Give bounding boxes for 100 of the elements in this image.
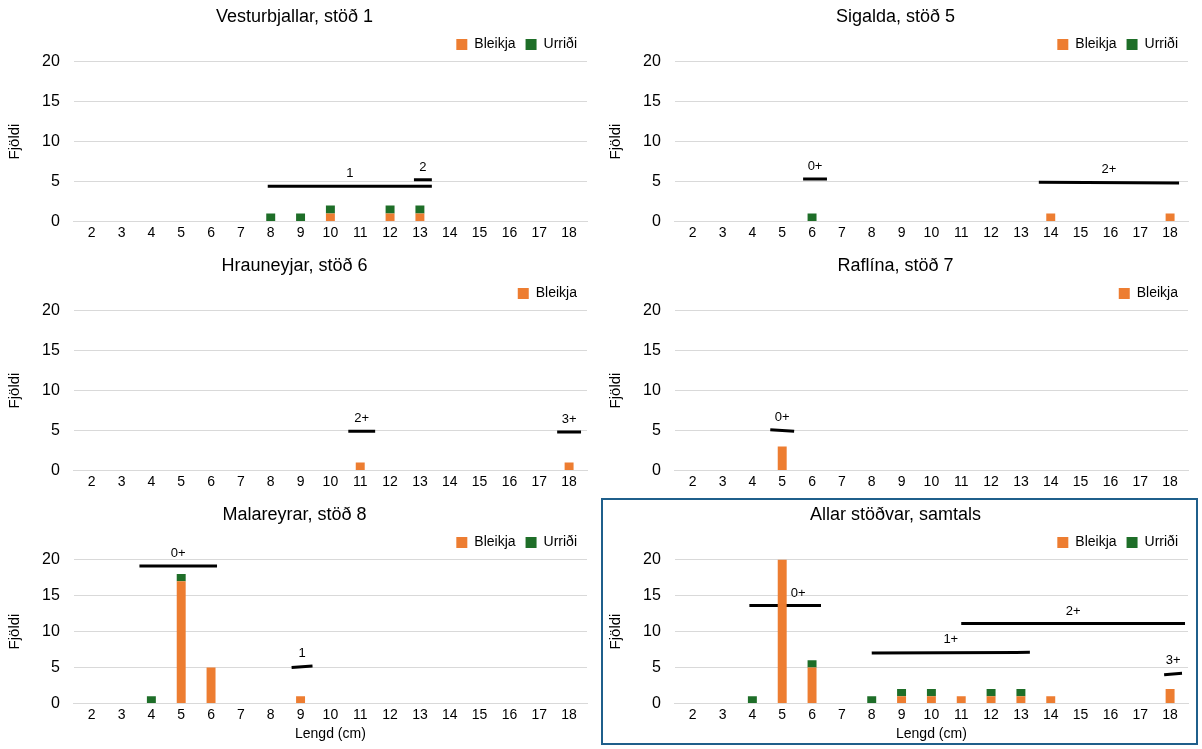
x-tick-label: 10 (923, 472, 940, 489)
x-tick-label: 12 (983, 472, 1000, 489)
y-axis-title: Fjöldi (5, 123, 23, 160)
chart-title: Hrauneyjar, stöð 6 (221, 254, 368, 275)
y-axis-title: Fjöldi (606, 123, 624, 160)
series-label: 1+ (943, 631, 959, 647)
x-tick-label: 17 (531, 223, 548, 240)
x-tick-label: 12 (983, 223, 1000, 240)
legend-label: Bleikja (474, 35, 516, 52)
x-tick-label: 9 (296, 472, 305, 489)
y-tick-label: 5 (651, 657, 661, 675)
chart-title: Allar stöðvar, samtals (809, 503, 982, 524)
x-tick-label: 6 (808, 223, 817, 240)
series-label: 3+ (1165, 652, 1181, 668)
x-tick-label: 14 (441, 223, 458, 240)
bar (956, 696, 966, 703)
y-tick-label: 0 (651, 211, 661, 229)
x-tick-label: 11 (352, 705, 368, 722)
legend-label: Urriði (543, 533, 578, 550)
chart-title: Sigalda, stöð 5 (835, 5, 956, 26)
bar (1016, 689, 1026, 697)
bar (986, 696, 996, 703)
x-tick-label: 13 (1013, 472, 1029, 489)
y-tick-label: 15 (42, 340, 60, 358)
series-label: 0+ (170, 545, 186, 561)
x-tick-label: 16 (1102, 472, 1119, 489)
x-tick-label: 6 (808, 705, 817, 722)
x-tick-label: 4 (748, 223, 757, 240)
x-tick-label: 16 (501, 223, 518, 240)
x-tick-label: 8 (867, 223, 876, 240)
legend-label: Bleikja (1075, 533, 1117, 550)
series-label: 2+ (1065, 602, 1081, 618)
x-tick-label: 18 (1162, 705, 1179, 722)
x-tick-label: 18 (561, 472, 578, 489)
y-axis-title: Fjöldi (5, 613, 23, 650)
x-tick-label: 9 (897, 705, 906, 722)
y-tick-label: 15 (42, 585, 60, 603)
x-tick-label: 11 (953, 223, 969, 240)
x-tick-label: 13 (412, 223, 428, 240)
x-tick-label: 9 (296, 705, 305, 722)
x-tick-label: 10 (322, 472, 339, 489)
bar (807, 660, 817, 668)
x-tick-label: 14 (1042, 472, 1059, 489)
bar (986, 689, 996, 697)
x-tick-label: 7 (837, 223, 846, 240)
y-tick-label: 0 (50, 460, 60, 478)
bar (1016, 696, 1026, 703)
x-tick-label: 15 (1072, 223, 1089, 240)
x-tick-label: 9 (296, 223, 305, 240)
x-tick-label: 8 (867, 705, 876, 722)
bar (897, 689, 907, 697)
x-tick-label: 17 (1132, 472, 1149, 489)
y-tick-label: 0 (651, 693, 661, 711)
x-tick-label: 5 (778, 705, 787, 722)
x-tick-label: 13 (1013, 223, 1029, 240)
x-tick-label: 18 (1162, 472, 1179, 489)
x-tick-label: 2 (688, 223, 697, 240)
series-label: 2+ (1101, 161, 1117, 177)
y-axis-title: Fjöldi (606, 613, 624, 650)
x-tick-label: 5 (177, 705, 186, 722)
x-tick-label: 16 (1102, 705, 1119, 722)
y-tick-label: 5 (50, 657, 60, 675)
y-axis-title: Fjöldi (5, 372, 23, 409)
y-tick-label: 15 (643, 91, 661, 109)
x-tick-label: 2 (688, 705, 697, 722)
x-tick-label: 17 (531, 472, 548, 489)
x-tick-label: 4 (748, 705, 757, 722)
bar (146, 696, 156, 703)
x-tick-label: 9 (897, 223, 906, 240)
y-tick-label: 20 (42, 550, 60, 568)
x-tick-label: 2 (87, 223, 96, 240)
x-tick-label: 8 (266, 223, 275, 240)
x-tick-label: 5 (177, 223, 186, 240)
y-tick-label: 0 (50, 211, 60, 229)
y-axis-title: Fjöldi (606, 372, 624, 409)
x-tick-label: 3 (117, 705, 126, 722)
bar (1165, 689, 1175, 703)
y-tick-label: 10 (643, 131, 661, 149)
series-label: 3+ (561, 411, 577, 427)
y-tick-label: 15 (42, 91, 60, 109)
series-label: 2 (419, 158, 427, 174)
x-tick-label: 4 (748, 472, 757, 489)
bar (926, 696, 936, 703)
x-tick-label: 3 (718, 705, 727, 722)
x-tick-label: 7 (236, 223, 245, 240)
y-tick-label: 10 (643, 621, 661, 639)
x-tick-label: 3 (117, 223, 126, 240)
chart-title: Malareyrar, stöð 8 (222, 503, 367, 524)
x-axis-title: Lengd (cm) (895, 725, 967, 742)
y-tick-label: 5 (651, 171, 661, 189)
legend-label: Urriði (543, 35, 578, 52)
legend-label: Bleikja (535, 284, 578, 301)
x-tick-label: 17 (1132, 223, 1149, 240)
x-tick-label: 18 (561, 223, 578, 240)
legend-label: Urriði (1144, 35, 1179, 52)
x-tick-label: 14 (1042, 705, 1059, 722)
x-tick-label: 13 (412, 705, 428, 722)
x-tick-label: 4 (147, 223, 156, 240)
y-tick-label: 20 (42, 52, 60, 70)
chart-title: Raflína, stöð 7 (837, 254, 954, 275)
